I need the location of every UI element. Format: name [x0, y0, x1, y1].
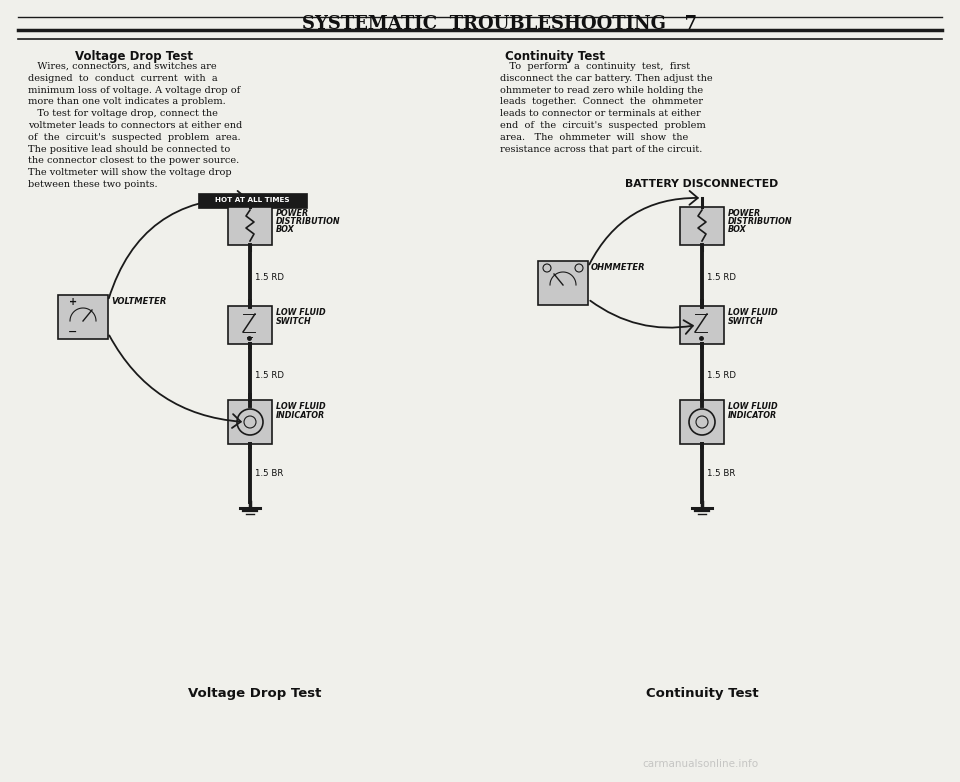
Text: the connector closest to the power source.: the connector closest to the power sourc…	[28, 156, 239, 166]
Text: The positive lead should be connected to: The positive lead should be connected to	[28, 145, 230, 153]
Text: SYSTEMATIC  TROUBLESHOOTING   7: SYSTEMATIC TROUBLESHOOTING 7	[302, 15, 698, 33]
Text: VOLTMETER: VOLTMETER	[111, 297, 166, 306]
FancyArrowPatch shape	[109, 335, 241, 428]
FancyBboxPatch shape	[198, 192, 306, 207]
Text: Voltage Drop Test: Voltage Drop Test	[75, 50, 193, 63]
Text: end  of  the  circuit's  suspected  problem: end of the circuit's suspected problem	[500, 121, 706, 130]
Text: OHMMETER: OHMMETER	[591, 263, 646, 272]
Text: LOW FLUID: LOW FLUID	[276, 308, 325, 317]
Text: 1.5 BR: 1.5 BR	[255, 469, 283, 479]
Text: SWITCH: SWITCH	[276, 317, 312, 326]
Text: LOW FLUID: LOW FLUID	[728, 308, 778, 317]
Text: 1.5 RD: 1.5 RD	[707, 371, 736, 381]
Text: designed  to  conduct  current  with  a: designed to conduct current with a	[28, 74, 218, 83]
Text: INDICATOR: INDICATOR	[728, 411, 778, 420]
FancyArrowPatch shape	[590, 300, 693, 334]
Text: 1.5 RD: 1.5 RD	[255, 371, 284, 381]
Bar	[228, 207, 272, 245]
Text: LOW FLUID: LOW FLUID	[728, 402, 778, 411]
Text: INDICATOR: INDICATOR	[276, 411, 325, 420]
Text: leads to connector or terminals at either: leads to connector or terminals at eithe…	[500, 109, 701, 118]
Text: Wires, connectors, and switches are: Wires, connectors, and switches are	[28, 62, 217, 71]
Bar	[680, 400, 724, 444]
Text: The voltmeter will show the voltage drop: The voltmeter will show the voltage drop	[28, 168, 231, 178]
Text: HOT AT ALL TIMES: HOT AT ALL TIMES	[215, 197, 289, 203]
Text: 1.5 RD: 1.5 RD	[707, 272, 736, 282]
Text: ohmmeter to read zero while holding the: ohmmeter to read zero while holding the	[500, 85, 703, 95]
Text: resistance across that part of the circuit.: resistance across that part of the circu…	[500, 145, 703, 153]
Text: leads  together.  Connect  the  ohmmeter: leads together. Connect the ohmmeter	[500, 98, 703, 106]
Bar	[228, 400, 272, 444]
Text: To test for voltage drop, connect the: To test for voltage drop, connect the	[28, 109, 218, 118]
Text: SWITCH: SWITCH	[728, 317, 764, 326]
Text: POWER: POWER	[728, 209, 761, 218]
Text: of  the  circuit's  suspected  problem  area.: of the circuit's suspected problem area.	[28, 133, 241, 142]
Text: BOX: BOX	[728, 225, 747, 234]
Text: +: +	[69, 297, 77, 307]
Text: BATTERY DISCONNECTED: BATTERY DISCONNECTED	[625, 179, 779, 189]
Text: carmanualsonline.info: carmanualsonline.info	[642, 759, 758, 769]
Text: Continuity Test: Continuity Test	[505, 50, 605, 63]
Text: −: −	[68, 327, 78, 337]
Bar	[680, 207, 724, 245]
Bar	[680, 306, 724, 344]
Text: Voltage Drop Test: Voltage Drop Test	[188, 687, 322, 701]
Text: To  perform  a  continuity  test,  first: To perform a continuity test, first	[500, 62, 690, 71]
Text: voltmeter leads to connectors at either end: voltmeter leads to connectors at either …	[28, 121, 242, 130]
Text: Continuity Test: Continuity Test	[646, 687, 758, 701]
Text: minimum loss of voltage. A voltage drop of: minimum loss of voltage. A voltage drop …	[28, 85, 240, 95]
FancyArrowPatch shape	[589, 191, 698, 264]
Text: DISTRIBUTION: DISTRIBUTION	[276, 217, 341, 226]
Text: 1.5 RD: 1.5 RD	[255, 272, 284, 282]
Text: BOX: BOX	[276, 225, 295, 234]
Text: 1.5 BR: 1.5 BR	[707, 469, 735, 479]
Text: DISTRIBUTION: DISTRIBUTION	[728, 217, 793, 226]
Text: area.   The  ohmmeter  will  show  the: area. The ohmmeter will show the	[500, 133, 688, 142]
Bar	[538, 261, 588, 305]
Text: between these two points.: between these two points.	[28, 180, 157, 189]
Bar	[58, 295, 108, 339]
Text: disconnect the car battery. Then adjust the: disconnect the car battery. Then adjust …	[500, 74, 712, 83]
Text: LOW FLUID: LOW FLUID	[276, 402, 325, 411]
Text: more than one volt indicates a problem.: more than one volt indicates a problem.	[28, 98, 226, 106]
Bar	[228, 306, 272, 344]
Text: POWER: POWER	[276, 209, 309, 218]
FancyArrowPatch shape	[108, 191, 246, 299]
